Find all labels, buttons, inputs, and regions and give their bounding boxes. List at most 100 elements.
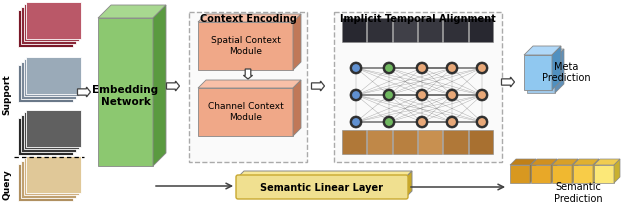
Circle shape bbox=[418, 91, 426, 99]
Polygon shape bbox=[198, 22, 293, 70]
Polygon shape bbox=[406, 171, 412, 197]
Circle shape bbox=[350, 62, 362, 74]
Text: Semantic
Prediction: Semantic Prediction bbox=[554, 182, 603, 204]
Circle shape bbox=[448, 91, 456, 99]
Circle shape bbox=[385, 91, 393, 99]
Polygon shape bbox=[198, 14, 301, 22]
FancyBboxPatch shape bbox=[236, 175, 408, 199]
Polygon shape bbox=[524, 46, 561, 55]
Circle shape bbox=[416, 116, 428, 128]
Circle shape bbox=[446, 116, 458, 128]
FancyBboxPatch shape bbox=[26, 110, 81, 147]
FancyBboxPatch shape bbox=[18, 164, 73, 201]
Circle shape bbox=[478, 64, 486, 72]
Circle shape bbox=[476, 116, 488, 128]
Polygon shape bbox=[98, 5, 166, 18]
Circle shape bbox=[383, 89, 395, 101]
Circle shape bbox=[383, 62, 395, 74]
Polygon shape bbox=[552, 159, 578, 165]
Circle shape bbox=[448, 118, 456, 126]
FancyBboxPatch shape bbox=[393, 18, 417, 42]
Polygon shape bbox=[573, 159, 599, 165]
FancyBboxPatch shape bbox=[24, 59, 79, 96]
Polygon shape bbox=[153, 5, 166, 166]
Polygon shape bbox=[531, 159, 557, 165]
Polygon shape bbox=[98, 18, 153, 166]
FancyBboxPatch shape bbox=[20, 161, 76, 198]
Circle shape bbox=[350, 116, 362, 128]
Text: Semantic Linear Layer: Semantic Linear Layer bbox=[260, 183, 383, 193]
FancyBboxPatch shape bbox=[18, 118, 73, 155]
FancyBboxPatch shape bbox=[444, 18, 468, 42]
Circle shape bbox=[350, 89, 362, 101]
Polygon shape bbox=[527, 49, 564, 58]
Text: Context Encoding: Context Encoding bbox=[200, 14, 296, 24]
FancyBboxPatch shape bbox=[342, 18, 366, 42]
Circle shape bbox=[418, 64, 426, 72]
FancyBboxPatch shape bbox=[18, 10, 73, 47]
FancyBboxPatch shape bbox=[24, 112, 79, 149]
FancyBboxPatch shape bbox=[189, 12, 307, 162]
Text: Spatial Context
Module: Spatial Context Module bbox=[211, 36, 280, 56]
FancyBboxPatch shape bbox=[418, 18, 442, 42]
FancyBboxPatch shape bbox=[26, 2, 81, 39]
Circle shape bbox=[446, 89, 458, 101]
Circle shape bbox=[478, 91, 486, 99]
Polygon shape bbox=[198, 80, 301, 88]
Circle shape bbox=[383, 116, 395, 128]
Circle shape bbox=[352, 64, 360, 72]
FancyBboxPatch shape bbox=[367, 18, 392, 42]
FancyBboxPatch shape bbox=[20, 115, 76, 152]
Polygon shape bbox=[238, 177, 406, 197]
Text: Implicit Temporal Alignment: Implicit Temporal Alignment bbox=[340, 14, 496, 24]
Polygon shape bbox=[293, 80, 301, 136]
Polygon shape bbox=[552, 165, 572, 183]
FancyBboxPatch shape bbox=[26, 57, 81, 94]
Circle shape bbox=[448, 64, 456, 72]
Circle shape bbox=[385, 118, 393, 126]
Polygon shape bbox=[244, 69, 252, 79]
Polygon shape bbox=[551, 159, 557, 183]
Text: Support: Support bbox=[3, 75, 12, 115]
Circle shape bbox=[416, 62, 428, 74]
FancyBboxPatch shape bbox=[468, 18, 493, 42]
FancyBboxPatch shape bbox=[444, 130, 468, 154]
FancyBboxPatch shape bbox=[468, 130, 493, 154]
FancyBboxPatch shape bbox=[20, 7, 76, 44]
FancyBboxPatch shape bbox=[20, 62, 76, 99]
Polygon shape bbox=[552, 46, 561, 90]
Polygon shape bbox=[594, 165, 614, 183]
Polygon shape bbox=[555, 49, 564, 93]
Polygon shape bbox=[293, 14, 301, 70]
Polygon shape bbox=[594, 159, 620, 165]
Polygon shape bbox=[238, 171, 412, 177]
Circle shape bbox=[478, 118, 486, 126]
Polygon shape bbox=[510, 165, 530, 183]
Polygon shape bbox=[312, 81, 324, 91]
FancyBboxPatch shape bbox=[26, 156, 81, 193]
Text: Meta
Prediction: Meta Prediction bbox=[542, 62, 591, 83]
Circle shape bbox=[385, 64, 393, 72]
Circle shape bbox=[476, 62, 488, 74]
Polygon shape bbox=[198, 88, 293, 136]
Circle shape bbox=[418, 118, 426, 126]
Polygon shape bbox=[527, 58, 555, 93]
FancyBboxPatch shape bbox=[342, 130, 366, 154]
Circle shape bbox=[416, 89, 428, 101]
FancyBboxPatch shape bbox=[334, 12, 502, 162]
Circle shape bbox=[476, 89, 488, 101]
Polygon shape bbox=[531, 165, 551, 183]
Polygon shape bbox=[510, 159, 536, 165]
Circle shape bbox=[352, 118, 360, 126]
Text: Embedding
Network: Embedding Network bbox=[92, 85, 159, 107]
Circle shape bbox=[446, 62, 458, 74]
FancyBboxPatch shape bbox=[393, 130, 417, 154]
Polygon shape bbox=[77, 87, 90, 97]
FancyBboxPatch shape bbox=[24, 4, 79, 41]
Polygon shape bbox=[502, 77, 515, 87]
Polygon shape bbox=[593, 159, 599, 183]
Polygon shape bbox=[524, 55, 552, 90]
FancyBboxPatch shape bbox=[418, 130, 442, 154]
Circle shape bbox=[352, 91, 360, 99]
Polygon shape bbox=[614, 159, 620, 183]
